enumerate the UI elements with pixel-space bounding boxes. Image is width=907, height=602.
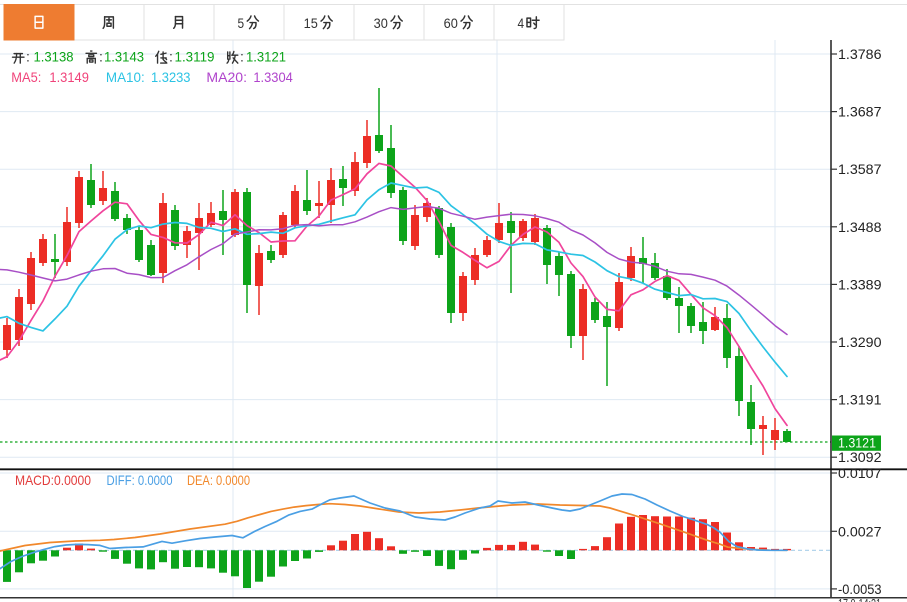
svg-text::: : bbox=[99, 49, 103, 65]
svg-text:MA10:: MA10: bbox=[106, 69, 145, 85]
svg-text:1.3290: 1.3290 bbox=[838, 334, 882, 350]
svg-text::: : bbox=[26, 49, 30, 65]
svg-text:MA5:: MA5: bbox=[11, 69, 41, 85]
svg-text:17.0-14:31: 17.0-14:31 bbox=[838, 596, 881, 602]
svg-text:1.3191: 1.3191 bbox=[838, 392, 882, 408]
svg-text:1.3488: 1.3488 bbox=[838, 219, 882, 235]
svg-text:0.0107: 0.0107 bbox=[838, 465, 882, 481]
svg-text:1.3092: 1.3092 bbox=[838, 449, 882, 465]
svg-text:1.3233: 1.3233 bbox=[151, 69, 191, 85]
svg-text:1.3121: 1.3121 bbox=[246, 49, 286, 65]
svg-text:30: 30 bbox=[374, 15, 388, 31]
svg-text:DIFF: 0.0000: DIFF: 0.0000 bbox=[107, 472, 173, 488]
svg-text:1.3304: 1.3304 bbox=[253, 69, 293, 85]
svg-text:5: 5 bbox=[237, 15, 244, 31]
svg-text:15: 15 bbox=[304, 15, 318, 31]
svg-text:1.3119: 1.3119 bbox=[175, 49, 215, 65]
svg-text:MA20:: MA20: bbox=[206, 69, 247, 85]
svg-text:60: 60 bbox=[444, 15, 458, 31]
svg-text::: : bbox=[240, 49, 244, 65]
svg-text:-0.0053: -0.0053 bbox=[838, 581, 882, 597]
svg-text:1.3149: 1.3149 bbox=[49, 69, 89, 85]
svg-text::: : bbox=[169, 49, 173, 65]
svg-text:MACD:0.0000: MACD:0.0000 bbox=[15, 472, 91, 488]
svg-text:DEA: 0.0000: DEA: 0.0000 bbox=[187, 472, 250, 488]
svg-text:4: 4 bbox=[517, 15, 524, 31]
svg-text:1.3786: 1.3786 bbox=[838, 46, 882, 62]
svg-text:1.3143: 1.3143 bbox=[104, 49, 144, 65]
svg-text:0.0027: 0.0027 bbox=[838, 523, 882, 539]
svg-text:1.3138: 1.3138 bbox=[34, 49, 74, 65]
svg-text:1.3687: 1.3687 bbox=[838, 104, 882, 120]
svg-text:1.3121: 1.3121 bbox=[838, 435, 876, 450]
svg-text:1.3389: 1.3389 bbox=[838, 276, 882, 292]
svg-text:1.3587: 1.3587 bbox=[838, 161, 882, 177]
